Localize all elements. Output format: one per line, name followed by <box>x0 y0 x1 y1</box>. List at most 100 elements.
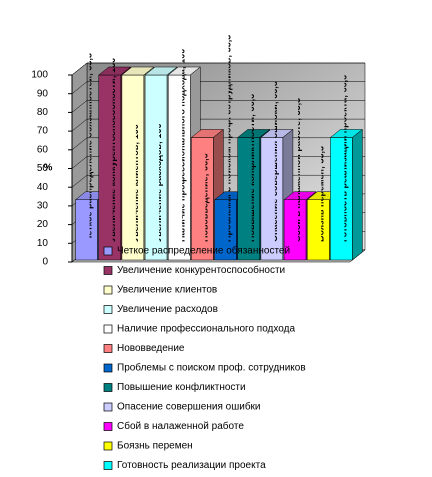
data-label-separator: ; <box>130 139 140 145</box>
data-label-name: Увеличение клиентов <box>130 144 140 242</box>
data-label-value: 33,3 <box>292 98 302 116</box>
y-tick-label: 0 <box>42 257 48 268</box>
bar-front <box>121 74 145 261</box>
data-label: Опасение совершения ошибки; 66,6 <box>269 81 279 242</box>
data-label: Нововведение; 66,6 <box>200 153 210 242</box>
grid-line <box>71 62 365 76</box>
data-label-name: Четкое распределение обязанностей <box>84 76 94 242</box>
legend-label: Сбой в налаженной работе <box>117 420 244 432</box>
data-label-value: 66,6 <box>200 153 210 171</box>
legend-label: Увеличение клиентов <box>117 285 217 296</box>
data-label-value: 100 <box>107 58 117 73</box>
data-label-value: 66,6 <box>339 75 349 93</box>
data-label: Проблемы с поиском проф. сотрудников; 33… <box>223 35 233 242</box>
legend-label: Четкое распределение обязанностей <box>117 245 290 257</box>
bar <box>260 128 294 261</box>
bar-front <box>75 199 98 261</box>
legend-label: Опасение совершения ошибки <box>117 401 261 413</box>
data-label-name: Сбой в налаженной работе <box>292 121 302 242</box>
data-label-separator: ; <box>223 52 233 58</box>
y-tick-label: 80 <box>37 107 49 118</box>
legend-swatch <box>103 461 113 470</box>
y-tick-label: 40 <box>37 182 49 193</box>
y-tick-label: 70 <box>37 126 49 137</box>
bar-front <box>237 137 261 261</box>
legend-swatch <box>103 266 113 275</box>
data-label: Увеличение расходов; 100 <box>153 124 163 242</box>
data-label-value: 100 <box>153 124 163 139</box>
legend-label: Увеличение расходов <box>117 304 218 315</box>
y-tick-label: 90 <box>37 88 49 99</box>
legend-swatch <box>103 324 113 334</box>
legend-swatch <box>103 305 113 314</box>
data-label-name: Проблемы с поиском проф. сотрудников <box>223 57 233 242</box>
data-label-value: 33,3 <box>223 35 233 53</box>
data-label-name: Готовность реализации проекта <box>339 97 349 242</box>
y-tick-label: 50 <box>37 163 49 174</box>
y-tick-label: 100 <box>31 70 48 81</box>
data-label-separator: ; <box>177 64 187 70</box>
grid-line <box>71 81 365 94</box>
data-label-name: Повышение конфликтности <box>246 117 256 242</box>
legend-label: Боязнь перемен <box>117 441 193 452</box>
legend-label: Готовность реализации проекта <box>117 460 266 471</box>
data-label: Четкое распределение обязанностей; 33,3 <box>84 53 94 242</box>
bar-side <box>352 128 363 261</box>
data-label-separator: ; <box>107 73 117 79</box>
y-tick-label: 60 <box>37 144 49 155</box>
data-label-value: 100 <box>177 49 187 64</box>
data-label-separator: ; <box>84 70 94 76</box>
data-label-value: 33,3 <box>84 53 94 71</box>
data-label: Сбой в налаженной работе; 33,3 <box>292 98 302 242</box>
data-label: Боязнь перемен; 33,3 <box>316 146 326 242</box>
legend-label: Нововведение <box>117 343 185 354</box>
data-label-name: Нововведение <box>200 176 210 242</box>
data-label: Готовность реализации проекта; 66,6 <box>339 75 349 242</box>
data-label-name: Увеличение расходов <box>153 144 163 242</box>
grid-line <box>71 118 365 132</box>
legend-swatch <box>103 363 113 373</box>
bar-front <box>167 74 191 261</box>
data-label-separator: ; <box>269 99 279 105</box>
legend-swatch <box>103 285 113 295</box>
bar <box>329 128 364 261</box>
data-label: Повышение конфликтности; 66,6 <box>246 94 256 242</box>
bar-front <box>260 137 284 261</box>
legend-swatch <box>103 402 113 412</box>
data-label-separator: ; <box>200 171 210 177</box>
y-axis-label: % <box>44 163 53 174</box>
legend-label: Повышение конфликтности <box>117 381 246 393</box>
data-label-value: 100 <box>130 124 140 139</box>
legend-label: Наличие профессионального подхода <box>117 323 295 335</box>
legend-swatch <box>103 383 113 392</box>
data-label-name: Наличие профессионального подхода <box>177 68 187 242</box>
data-label-separator: ; <box>246 111 256 117</box>
legend-swatch <box>103 422 113 431</box>
data-label-name: Боязнь перемен <box>316 169 326 242</box>
legend-swatch <box>103 246 113 256</box>
y-tick-label: 30 <box>37 201 49 212</box>
data-label-separator: ; <box>292 115 302 121</box>
data-label: Увеличение клиентов; 100 <box>130 124 140 242</box>
legend-swatch <box>103 344 113 353</box>
legend-label: Увеличение конкурентоспособности <box>117 264 285 276</box>
bar-front <box>306 199 330 261</box>
bar-front <box>191 137 214 261</box>
data-label-separator: ; <box>153 139 163 145</box>
data-label-separator: ; <box>316 164 326 170</box>
data-label-separator: ; <box>339 92 349 98</box>
legend-swatch <box>103 441 113 451</box>
y-tick-label: 20 <box>37 219 49 230</box>
grid-line <box>71 100 365 113</box>
data-label: Наличие профессионального подхода; 100 <box>177 49 187 242</box>
data-label: Увеличение конкурентоспособности; 100 <box>107 58 117 242</box>
data-label-value: 33,3 <box>316 146 326 164</box>
bar-front <box>330 137 353 261</box>
data-label-value: 66,6 <box>269 81 279 99</box>
data-label-name: Опасение совершения ошибки <box>269 104 279 242</box>
bar-front <box>144 74 168 261</box>
bar-front <box>98 74 122 261</box>
data-label-value: 66,6 <box>246 94 256 112</box>
data-label-name: Увеличение конкурентоспособности <box>107 78 117 242</box>
